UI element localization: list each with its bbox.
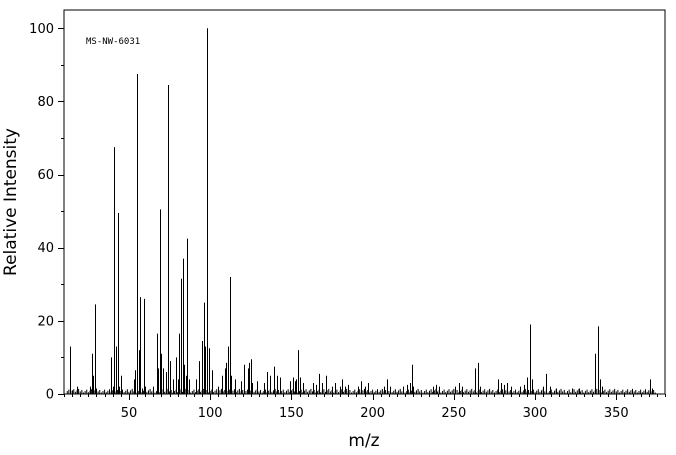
y-tick-label: 80 <box>37 95 54 110</box>
y-tick-label: 20 <box>37 314 54 329</box>
x-tick-label: 50 <box>121 406 138 421</box>
y-tick-label: 100 <box>29 22 54 37</box>
y-axis: 0 20 40 60 80 100 <box>29 22 64 403</box>
x-axis-title: m/z <box>348 431 379 451</box>
x-tick-label: 250 <box>441 406 466 421</box>
x-tick-label: 350 <box>604 406 629 421</box>
x-axis: 50 100 150 200 250 300 350 <box>64 394 666 421</box>
y-tick-label: 0 <box>46 388 54 403</box>
plot-frame <box>63 9 666 395</box>
x-tick-label: 200 <box>360 406 385 421</box>
x-tick-label: 100 <box>198 406 223 421</box>
y-axis-title: Relative Intensity <box>1 128 21 276</box>
x-tick-label: 300 <box>523 406 548 421</box>
x-tick-label: 150 <box>279 406 304 421</box>
y-tick-label: 40 <box>37 241 54 256</box>
y-tick-label: 60 <box>37 168 54 183</box>
spectrum-id-annotation: MS-NW-6031 <box>86 37 140 47</box>
peaks <box>70 28 653 394</box>
